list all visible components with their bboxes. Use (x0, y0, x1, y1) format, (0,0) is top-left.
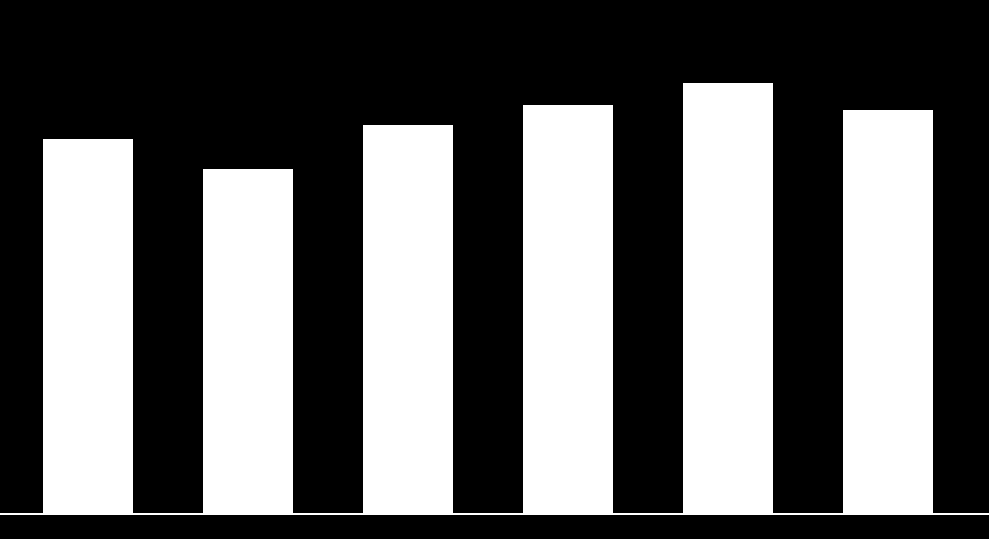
bar-3 (363, 125, 453, 515)
bar-4 (523, 105, 613, 515)
bar-chart (0, 0, 989, 539)
bar-1 (43, 139, 133, 515)
bar-5 (683, 83, 773, 515)
baseline (0, 513, 989, 515)
bar-6 (843, 110, 933, 515)
bar-2 (203, 169, 293, 515)
